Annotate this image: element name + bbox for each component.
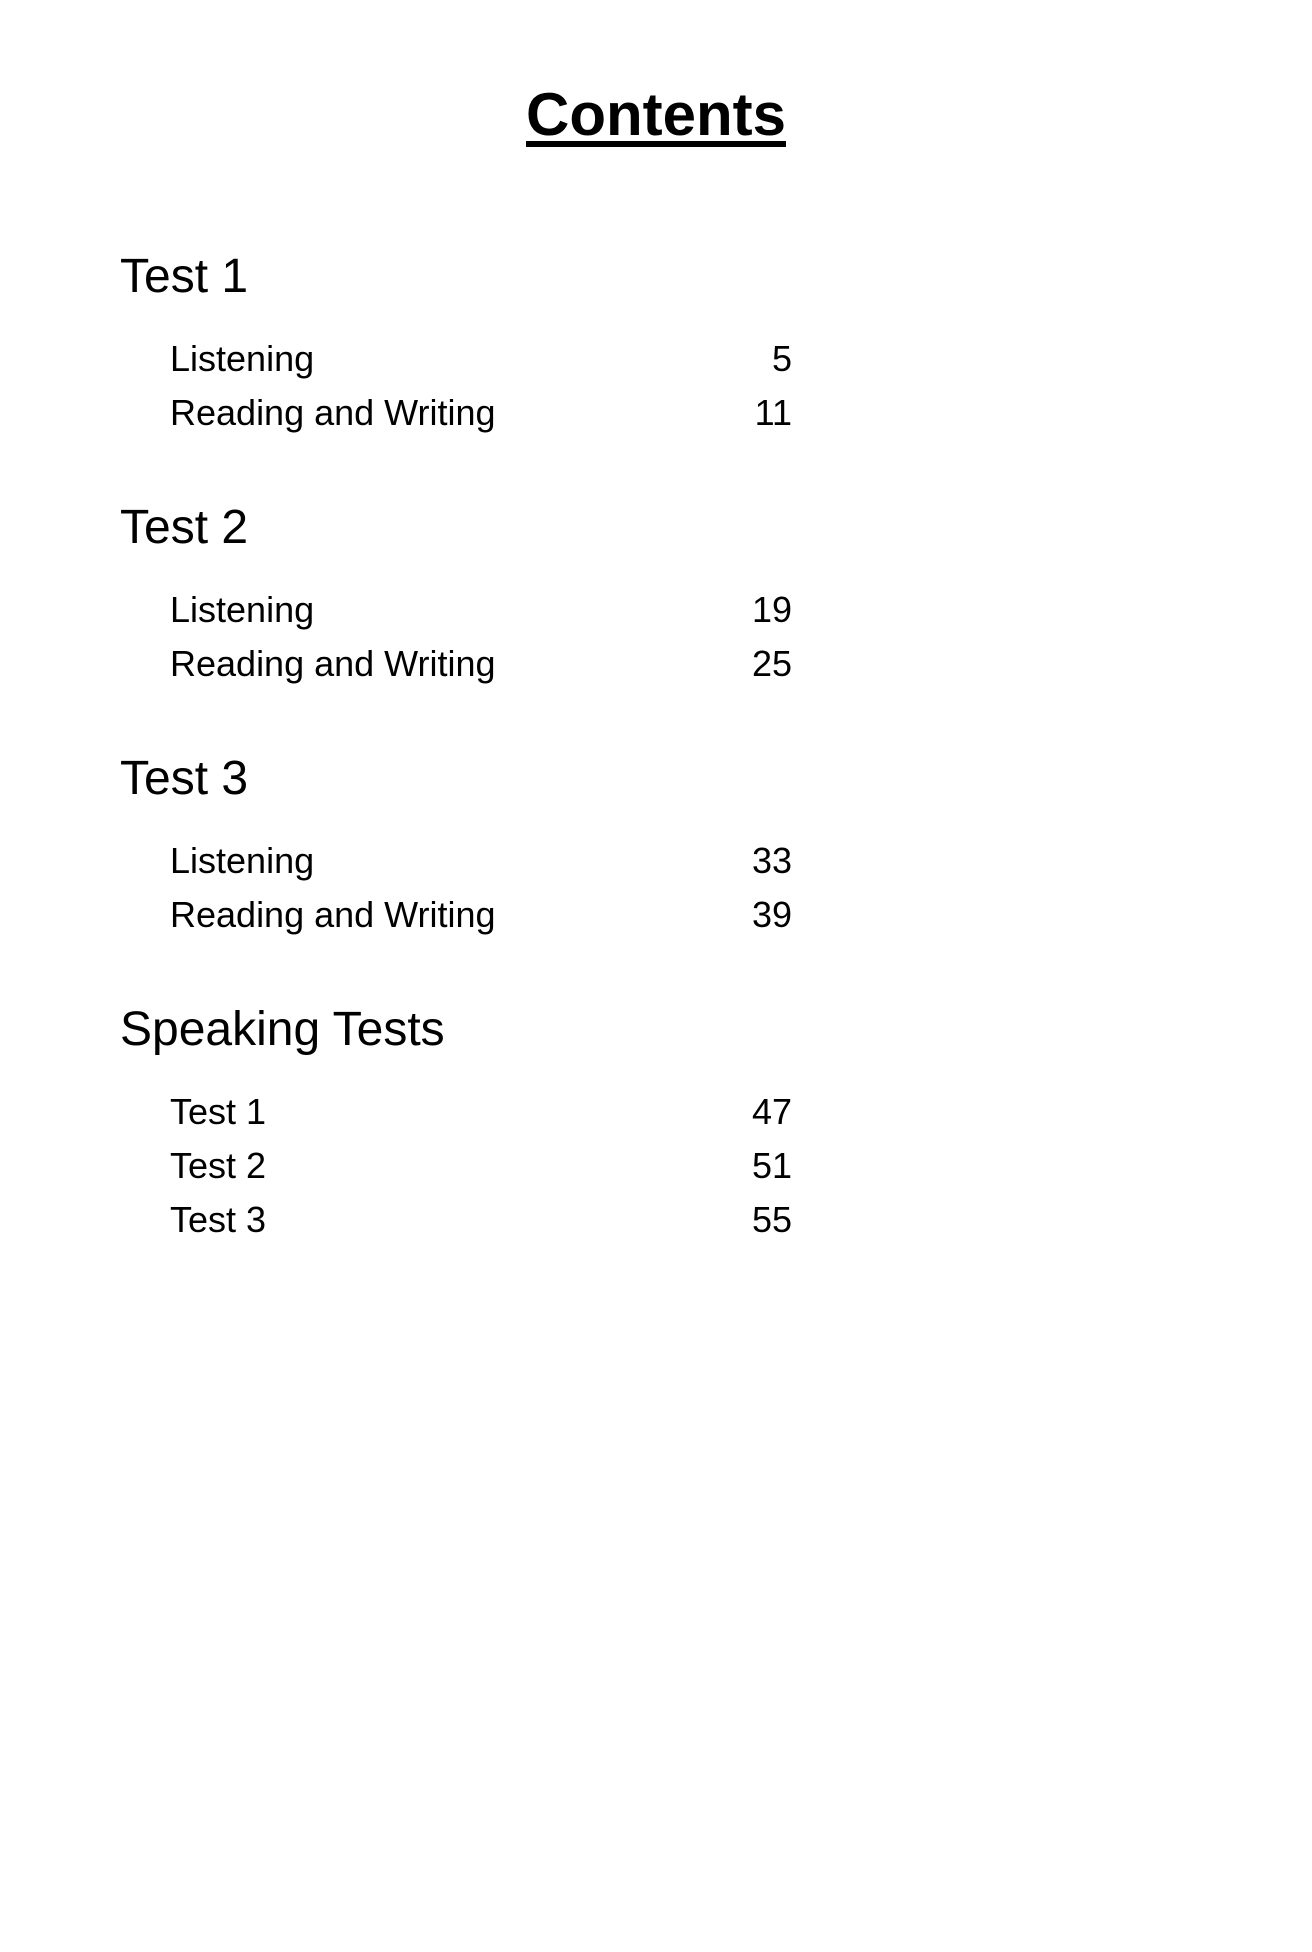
toc-label: Test 3: [170, 1199, 266, 1241]
toc-page-number: 11: [732, 392, 792, 434]
toc-label: Test 2: [170, 1145, 266, 1187]
toc-section-test2: Test 2 Listening 19 Reading and Writing …: [120, 500, 1192, 691]
toc-label: Listening: [170, 338, 314, 380]
toc-row: Reading and Writing 11: [120, 386, 1192, 440]
toc-section-test1: Test 1 Listening 5 Reading and Writing 1…: [120, 249, 1192, 440]
toc-section-test3: Test 3 Listening 33 Reading and Writing …: [120, 751, 1192, 942]
toc-row: Listening 5: [120, 332, 1192, 386]
toc-page-number: 19: [732, 589, 792, 631]
toc-label: Test 1: [170, 1091, 266, 1133]
toc-row: Reading and Writing 25: [120, 637, 1192, 691]
toc-row: Test 3 55: [120, 1193, 1192, 1247]
section-heading: Test 2: [120, 500, 1192, 555]
toc-page-number: 39: [732, 894, 792, 936]
toc-row: Test 2 51: [120, 1139, 1192, 1193]
toc-label: Reading and Writing: [170, 643, 496, 685]
toc-page-number: 33: [732, 840, 792, 882]
toc-page-number: 5: [732, 338, 792, 380]
toc-label: Reading and Writing: [170, 894, 496, 936]
toc-page-number: 51: [732, 1145, 792, 1187]
toc-page-number: 47: [732, 1091, 792, 1133]
toc-row: Listening 33: [120, 834, 1192, 888]
toc-row: Test 1 47: [120, 1085, 1192, 1139]
toc-page-number: 55: [732, 1199, 792, 1241]
page-title: Contents: [120, 80, 1192, 149]
section-heading: Test 1: [120, 249, 1192, 304]
toc-label: Listening: [170, 840, 314, 882]
toc-page-number: 25: [732, 643, 792, 685]
toc-label: Reading and Writing: [170, 392, 496, 434]
toc-row: Listening 19: [120, 583, 1192, 637]
toc-section-speaking: Speaking Tests Test 1 47 Test 2 51 Test …: [120, 1002, 1192, 1247]
toc-row: Reading and Writing 39: [120, 888, 1192, 942]
section-heading: Speaking Tests: [120, 1002, 1192, 1057]
toc-label: Listening: [170, 589, 314, 631]
section-heading: Test 3: [120, 751, 1192, 806]
